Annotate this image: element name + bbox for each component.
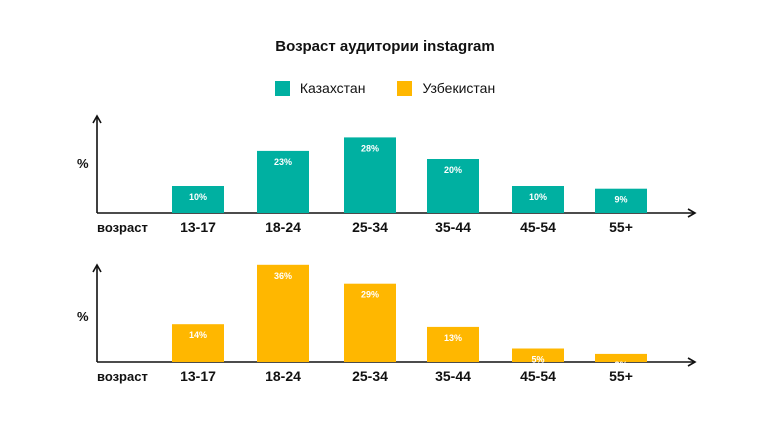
panel-2-y-axis-arrow — [92, 263, 102, 273]
chart-title: Возраст аудитории instagram — [275, 38, 495, 55]
panel-2-tick-label-55+: 55+ — [609, 368, 633, 384]
panel-1-bar-35-44 — [427, 159, 479, 213]
panel-1-tick-label-13-17: 13-17 — [180, 219, 216, 235]
panel-2-bar-13-17 — [172, 324, 224, 362]
panel-1-bar-55+ — [595, 188, 647, 213]
panel-2-bar-label-18-24: 36% — [274, 271, 292, 281]
panel-1-y-label: % — [77, 156, 89, 171]
panel-1-bar-18-24 — [257, 150, 309, 213]
panel-2-bar-55+ — [595, 353, 647, 362]
panel-2-tick-label-13-17: 13-17 — [180, 368, 216, 384]
panel-1-tick-label-25-34: 25-34 — [352, 219, 388, 235]
panel-2-x-axis-arrow — [687, 357, 697, 367]
legend-label-kazakhstan: Казахстан — [299, 80, 366, 96]
panel-1-bar-25-34 — [344, 137, 396, 213]
panel-1-y-axis-arrow — [92, 114, 102, 124]
panel-1-tick-label-18-24: 18-24 — [265, 219, 301, 235]
legend-item-uzbekistan: Узбекистан — [397, 80, 495, 96]
panel-1-bar-label-45-54: 10% — [529, 192, 547, 202]
panel-1-bar-label-13-17: 10% — [189, 192, 207, 202]
panel-2-bar-label-55+: 3% — [614, 360, 627, 370]
legend-item-kazakhstan: Казахстан — [274, 80, 366, 96]
panel-2-bar-label-35-44: 13% — [444, 333, 462, 343]
panel-1-tick-label-45-54: 45-54 — [520, 219, 556, 235]
legend-label-uzbekistan: Узбекистан — [422, 80, 496, 96]
panel-1-bar-45-54 — [512, 186, 564, 213]
panel-2-y-label: % — [77, 309, 89, 324]
legend: Казахстан Узбекистан — [0, 80, 770, 96]
panel-2-bar-label-25-34: 29% — [361, 290, 379, 300]
panel-2-bar-label-13-17: 14% — [189, 330, 207, 340]
panel-1-tick-label-35-44: 35-44 — [435, 219, 471, 235]
legend-swatch-uzbekistan — [397, 80, 413, 96]
panel-2-tick-label-45-54: 45-54 — [520, 368, 556, 384]
panel-2-bar-25-34 — [344, 283, 396, 362]
panel-1-x-axis-arrow — [687, 208, 697, 218]
panel-2-tick-label-18-24: 18-24 — [265, 368, 301, 384]
panel-1-x-label: возраст — [97, 220, 148, 235]
panel-2-bar-35-44 — [427, 326, 479, 362]
panel-1-bar-label-55+: 9% — [614, 195, 627, 205]
panel-1-bar-label-35-44: 20% — [444, 165, 462, 175]
panel-2-tick-label-35-44: 35-44 — [435, 368, 471, 384]
panel-2-bar-label-45-54: 5% — [531, 355, 544, 365]
panel-1-bar-label-25-34: 28% — [361, 143, 379, 153]
panel-1-tick-label-55+: 55+ — [609, 219, 633, 235]
panel-2-x-label: возраст — [97, 369, 148, 384]
panel-1-bar-13-17 — [172, 186, 224, 213]
panel-1-bar-label-18-24: 23% — [274, 157, 292, 167]
legend-swatch-kazakhstan — [274, 80, 290, 96]
panel-2-tick-label-25-34: 25-34 — [352, 368, 388, 384]
panel-2-bar-45-54 — [512, 348, 564, 362]
panel-2-bar-18-24 — [257, 264, 309, 362]
